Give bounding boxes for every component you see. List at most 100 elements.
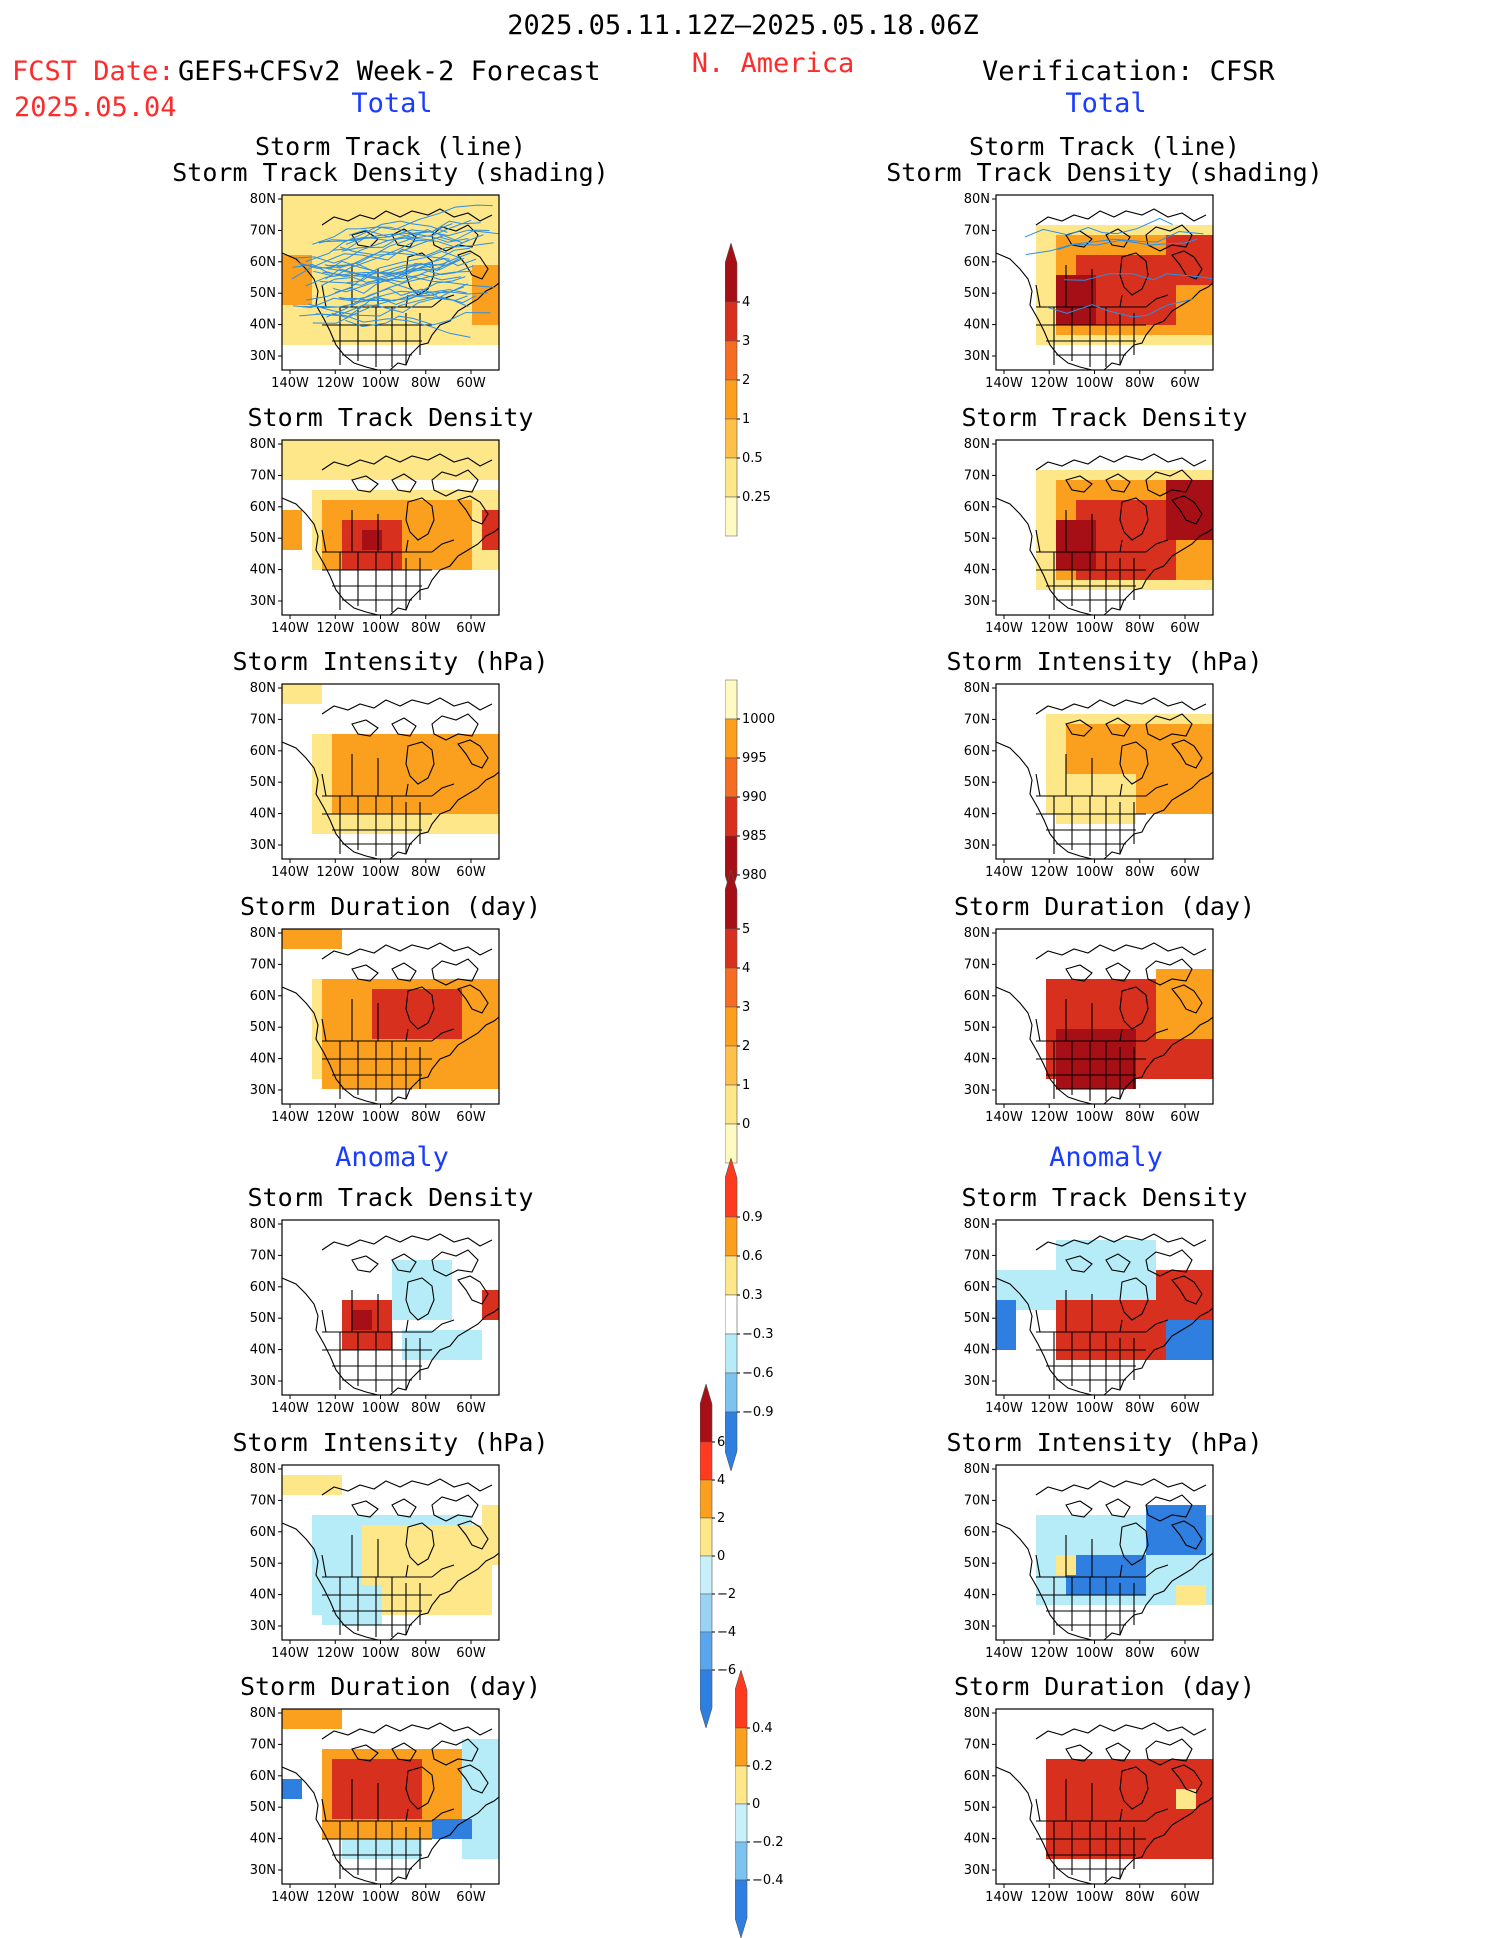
colorbar-label: 0.4 — [752, 1721, 773, 1736]
lon-tick-label: 60W — [1170, 1646, 1200, 1661]
lat-tick-label: 40N — [964, 1832, 990, 1847]
lon-tick-label: 100W — [362, 1110, 400, 1125]
lon-tick-label: 60W — [1170, 1401, 1200, 1416]
map-frame — [281, 1464, 500, 1641]
lat-tick-label: 60N — [964, 1525, 990, 1540]
colorbar-label: −0.3 — [742, 1327, 774, 1342]
colorbar-swatch — [700, 1669, 713, 1728]
colorbar-label: 4 — [717, 1473, 725, 1488]
lat-tick-label: 60N — [250, 1525, 276, 1540]
colorbar-swatch — [725, 340, 738, 381]
lat-tick-label: 60N — [250, 1280, 276, 1295]
colorbar-label: 980 — [742, 868, 767, 883]
lat-tick-label: 30N — [964, 349, 990, 364]
colorbar-swatch — [735, 1803, 748, 1843]
panel-title: Storm Intensity (hPa) — [946, 647, 1263, 676]
lon-tick-label: 100W — [1076, 376, 1114, 391]
lat-tick-label: 80N — [964, 1706, 990, 1721]
map-plot: 80N 70N 60N 50N 40N 30N 140W 120W 100W 80W 60W — [964, 192, 1214, 391]
lon-tick-label: 120W — [1030, 865, 1068, 880]
panel-subtitle: Storm Track Density (shading) — [886, 158, 1323, 187]
colorbar-swatch — [735, 1727, 748, 1767]
lat-tick-label: 60N — [250, 989, 276, 1004]
panel-title: Storm Duration (day) — [239, 1672, 542, 1701]
colorbar-label: −0.4 — [752, 1873, 784, 1888]
colorbar-swatch — [725, 679, 738, 720]
lat-tick-label: 30N — [964, 594, 990, 609]
colorbar-label: 2 — [717, 1511, 725, 1526]
colorbar-label: 990 — [742, 790, 767, 805]
colorbar-label: 1 — [742, 412, 750, 427]
lon-tick-label: 120W — [316, 1646, 354, 1661]
anomaly-left-label: Anomaly — [335, 1142, 449, 1173]
map-coastlines — [282, 942, 499, 1104]
lat-tick-label: 60N — [250, 744, 276, 759]
lat-tick-label: 30N — [964, 838, 990, 853]
colorbar-label: 2 — [742, 373, 750, 388]
colorbar-swatch — [725, 1045, 738, 1086]
lat-tick-label: 70N — [964, 223, 990, 238]
colorbar-swatch — [725, 718, 738, 759]
map-plot: 80N 70N 60N 50N 40N 30N 140W 120W 100W 80W 60W — [964, 681, 1214, 880]
total-left-label: Total — [351, 88, 433, 119]
colorbar-label: 0.3 — [742, 1288, 763, 1303]
lon-tick-label: 80W — [411, 621, 441, 636]
anomaly-right-label: Anomaly — [1049, 1142, 1163, 1173]
map-frame — [281, 439, 500, 616]
lat-tick-label: 70N — [250, 1493, 276, 1508]
lat-tick-label: 30N — [964, 1619, 990, 1634]
panel-title: Storm Duration (day) — [953, 1672, 1256, 1701]
lon-tick-label: 100W — [362, 376, 400, 391]
lat-tick-label: 70N — [964, 957, 990, 972]
map-plot: 80N 70N 60N 50N 40N 30N 140W 120W 100W 80W 60W — [964, 1706, 1214, 1905]
map-plot: 80N 70N 60N 50N 40N 30N 140W 120W 100W 80W 60W — [250, 1706, 500, 1905]
colorbar-label: 4 — [742, 961, 750, 976]
lat-tick-label: 60N — [964, 500, 990, 515]
lat-tick-label: 50N — [964, 1311, 990, 1326]
map-plot: 80N 70N 60N 50N 40N 30N 140W 120W 100W 80W 60W — [964, 1217, 1214, 1416]
colorbar-swatch — [725, 967, 738, 1008]
map-plot: 80N 70N 60N 50N 40N 30N 140W 120W 100W 80W 60W — [964, 437, 1214, 636]
colorbar-cb-duration: 5 4 3 2 1 0 — [725, 870, 750, 1164]
lat-tick-label: 30N — [964, 1083, 990, 1098]
map-coastlines — [282, 1722, 499, 1884]
map-shading — [282, 1709, 499, 1859]
lat-tick-label: 80N — [250, 1217, 276, 1232]
colorbar-swatch — [735, 1670, 748, 1729]
colorbar-label: 0.6 — [742, 1249, 763, 1264]
panel-title: Storm Intensity (hPa) — [232, 1428, 549, 1457]
lon-tick-label: 80W — [1125, 1890, 1155, 1905]
lon-tick-label: 100W — [1076, 1890, 1114, 1905]
colorbar-cb-intensity: 1000 995 990 985 980 — [725, 679, 775, 895]
map-shading — [1046, 714, 1213, 824]
colorbar-label: 6 — [717, 1435, 725, 1450]
lon-tick-label: 100W — [1076, 1110, 1114, 1125]
lat-tick-label: 50N — [250, 1556, 276, 1571]
lat-tick-label: 70N — [964, 1737, 990, 1752]
map-frame — [995, 1708, 1214, 1885]
map-shading — [1036, 470, 1213, 590]
lat-tick-label: 30N — [964, 1374, 990, 1389]
colorbar-cb-anom-duration: 0.4 0.2 0 −0.2 −0.4 — [735, 1670, 784, 1938]
date-range-title: 2025.05.11.12Z–2025.05.18.06Z — [507, 10, 979, 41]
colorbar-swatch — [700, 1593, 713, 1633]
colorbar-label: 1000 — [742, 712, 775, 727]
map-shading — [996, 1240, 1213, 1360]
map-plot: 80N 70N 60N 50N 40N 30N 140W 120W 100W 80W 60W — [964, 926, 1214, 1125]
lat-tick-label: 50N — [250, 531, 276, 546]
lat-tick-label: 50N — [964, 531, 990, 546]
map-frame — [995, 1464, 1214, 1641]
lon-tick-label: 80W — [411, 1646, 441, 1661]
lon-tick-label: 100W — [1076, 1646, 1114, 1661]
lon-tick-label: 120W — [1030, 1646, 1068, 1661]
lat-tick-label: 40N — [250, 1343, 276, 1358]
colorbar-swatch — [735, 1879, 748, 1938]
map-plot: 80N 70N 60N 50N 40N 30N 140W 120W 100W 80W 60W — [250, 681, 500, 880]
lon-tick-label: 80W — [411, 1110, 441, 1125]
colorbar-label: 0.5 — [742, 451, 763, 466]
colorbar-label: 2 — [742, 1039, 750, 1054]
lon-tick-label: 80W — [411, 865, 441, 880]
panel-title: Storm Track Density — [961, 403, 1248, 432]
map-shading — [1046, 1759, 1213, 1859]
lon-tick-label: 80W — [1125, 1401, 1155, 1416]
